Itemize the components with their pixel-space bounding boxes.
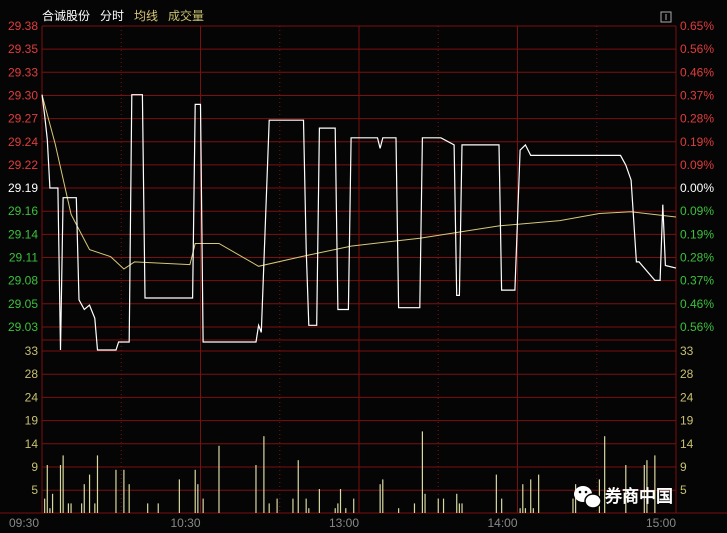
percent-tick-label: 0.37% xyxy=(680,274,714,288)
average-price-line xyxy=(41,94,677,270)
mode-label[interactable]: 分时 xyxy=(100,9,125,23)
volume-tick-label-right: 24 xyxy=(680,390,694,404)
price-tick-label: 29.35 xyxy=(8,42,38,56)
volume-tick-label: 14 xyxy=(25,437,39,451)
chart-header: 合诚股份 分时 均线 成交量 xyxy=(42,8,204,24)
volume-tick-label: 28 xyxy=(25,367,39,381)
volume-tick-label-right: 28 xyxy=(680,367,694,381)
percent-tick-label: 0.56% xyxy=(680,42,714,56)
time-tick-label: 15:00 xyxy=(646,516,676,530)
wechat-icon xyxy=(574,486,602,509)
grid xyxy=(0,25,727,514)
percent-tick-label: 0.46% xyxy=(680,65,714,79)
time-tick-label: 09:30 xyxy=(9,516,39,530)
volume-tick-label-right: 14 xyxy=(680,437,694,451)
time-tick-label: 10:30 xyxy=(170,516,200,530)
price-tick-label: 29.03 xyxy=(8,320,38,334)
price-tick-label: 29.14 xyxy=(8,227,38,241)
price-tick-label: 29.19 xyxy=(8,181,38,195)
volume-tick-label-right: 19 xyxy=(680,414,694,428)
volume-tick-label: 5 xyxy=(31,483,38,497)
volume-tick-label: 9 xyxy=(31,460,38,474)
volume-bars xyxy=(44,431,656,513)
volume-tick-label: 33 xyxy=(25,344,39,358)
price-tick-label: 29.11 xyxy=(9,251,38,265)
volume-tick-label: 24 xyxy=(25,390,39,404)
price-tick-label: 29.30 xyxy=(8,88,38,102)
time-axis: 09:30 10:30 13:00 14:00 15:00 xyxy=(9,516,676,530)
percent-tick-label: 0.28% xyxy=(680,112,714,126)
percent-tick-label: 0.19% xyxy=(680,135,714,149)
time-tick-label: 14:00 xyxy=(487,516,517,530)
volume-label[interactable]: 成交量 xyxy=(168,9,205,23)
volume-tick-label-right: 33 xyxy=(680,344,694,358)
percent-tick-label: 0.00% xyxy=(680,181,714,195)
watermark-text: 券商中国 xyxy=(604,486,673,507)
percent-tick-label: 0.19% xyxy=(680,227,714,241)
price-tick-label: 29.22 xyxy=(8,158,38,172)
volume-axis: 33 33 28 28 24 24 19 19 14 14 9 9 5 5 xyxy=(25,344,694,497)
price-tick-label: 29.08 xyxy=(8,274,38,288)
price-tick-label: 29.38 xyxy=(8,19,38,33)
avg-label[interactable]: 均线 xyxy=(134,9,159,23)
percent-tick-label: 0.46% xyxy=(680,297,714,311)
price-tick-label: 29.33 xyxy=(8,65,38,79)
percent-axis-right: 0.65% 0.56% 0.46% 0.37% 0.28% 0.19% 0.09% 0.00%… xyxy=(680,19,714,334)
percent-tick-label: 0.09% xyxy=(680,158,714,172)
time-tick-label: 13:00 xyxy=(329,516,359,530)
percent-tick-label: 0.28% xyxy=(680,251,714,265)
price-line xyxy=(41,94,677,351)
volume-tick-label-right: 9 xyxy=(680,460,687,474)
price-tick-label: 29.16 xyxy=(8,204,38,218)
price-axis-left: 29.38 29.35 29.33 29.30 29.27 29.24 29.22 29.19… xyxy=(8,19,38,334)
panel-toggle-icon[interactable] xyxy=(660,11,672,23)
percent-tick-label: 0.56% xyxy=(680,320,714,334)
price-tick-label: 29.24 xyxy=(8,135,38,149)
stock-name: 合诚股份 xyxy=(42,9,91,23)
percent-tick-label: 0.65% xyxy=(680,19,714,33)
volume-tick-label: 19 xyxy=(25,414,39,428)
percent-tick-label: 0.37% xyxy=(680,88,714,102)
price-tick-label: 29.27 xyxy=(8,112,38,126)
price-tick-label: 29.05 xyxy=(8,297,38,311)
volume-tick-label-right: 5 xyxy=(680,483,687,497)
percent-tick-label: 0.09% xyxy=(680,204,714,218)
